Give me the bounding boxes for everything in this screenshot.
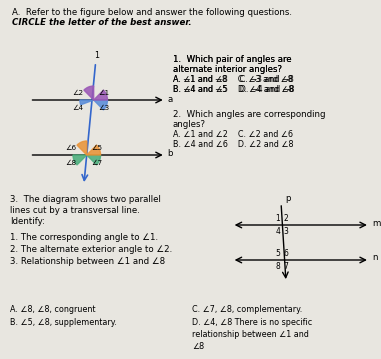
Text: ∠7: ∠7 xyxy=(91,160,102,166)
Text: 4: 4 xyxy=(275,227,280,236)
Text: A. ∠8, ∠8, congruent: A. ∠8, ∠8, congruent xyxy=(10,305,95,314)
Text: 7: 7 xyxy=(283,262,288,271)
Text: 6: 6 xyxy=(283,249,288,258)
Text: B. ⇁4 and ⇁5     D. ⇁4 and ⇁8: B. ⇁4 and ⇁5 D. ⇁4 and ⇁8 xyxy=(173,85,294,94)
Text: ∠1: ∠1 xyxy=(98,90,109,96)
Text: C. ∠7, ∠8, complementary.: C. ∠7, ∠8, complementary. xyxy=(192,305,303,314)
Text: ∠5: ∠5 xyxy=(91,145,102,151)
Text: CIRCLE the letter of the best answer.: CIRCLE the letter of the best answer. xyxy=(12,18,192,27)
Text: ∠8: ∠8 xyxy=(66,160,77,166)
Wedge shape xyxy=(87,145,101,155)
Text: ∠2: ∠2 xyxy=(72,90,83,96)
Text: 3.  The diagram shows two parallel: 3. The diagram shows two parallel xyxy=(10,195,161,204)
Text: 1. The corresponding angle to ∠1.: 1. The corresponding angle to ∠1. xyxy=(10,233,158,242)
Text: B. ∠5, ∠8, supplementary.: B. ∠5, ∠8, supplementary. xyxy=(10,318,117,327)
Text: Identify:: Identify: xyxy=(10,217,45,226)
Wedge shape xyxy=(77,141,87,155)
Text: ∠6: ∠6 xyxy=(66,145,77,151)
Text: 8: 8 xyxy=(275,262,280,271)
Text: 3. Relationship between ∠1 and ∠8: 3. Relationship between ∠1 and ∠8 xyxy=(10,257,165,266)
Text: angles?: angles? xyxy=(173,120,206,129)
Text: alternate interior angles?: alternate interior angles? xyxy=(173,65,282,74)
Text: 1.  Which pair of angles are: 1. Which pair of angles are xyxy=(173,55,291,64)
Text: 1.  Which pair of angles are: 1. Which pair of angles are xyxy=(173,55,291,64)
Text: B. ∠4 and ∠6    D. ∠2 and ∠8: B. ∠4 and ∠6 D. ∠2 and ∠8 xyxy=(173,140,293,149)
Text: ∠3: ∠3 xyxy=(98,105,109,111)
Text: n: n xyxy=(372,253,377,262)
Text: D. ∠4, ∠8 There is no specific: D. ∠4, ∠8 There is no specific xyxy=(192,318,312,327)
Wedge shape xyxy=(84,86,94,100)
Text: A. ∠1 and ∠2    C. ∠2 and ∠6: A. ∠1 and ∠2 C. ∠2 and ∠6 xyxy=(173,130,293,139)
Text: 2: 2 xyxy=(283,214,288,223)
Text: 1: 1 xyxy=(275,214,280,223)
Wedge shape xyxy=(80,100,94,105)
Wedge shape xyxy=(94,90,107,100)
Text: p: p xyxy=(285,194,290,203)
Text: 2. The alternate exterior angle to ∠2.: 2. The alternate exterior angle to ∠2. xyxy=(10,245,172,254)
Text: ∠8: ∠8 xyxy=(192,342,205,351)
Text: a: a xyxy=(168,94,173,103)
Text: alternate interior angles?: alternate interior angles? xyxy=(173,65,282,74)
Wedge shape xyxy=(73,155,87,165)
Text: A.  Refer to the figure below and answer the following questions.: A. Refer to the figure below and answer … xyxy=(12,8,292,17)
Text: 2.  Which angles are corresponding: 2. Which angles are corresponding xyxy=(173,110,325,119)
Text: ∠4: ∠4 xyxy=(72,105,83,111)
Text: 5: 5 xyxy=(275,249,280,258)
Text: 3: 3 xyxy=(283,227,288,236)
Text: m: m xyxy=(372,219,380,228)
Wedge shape xyxy=(87,155,101,165)
Wedge shape xyxy=(94,100,107,110)
Text: A. ⇁1 and ⇁8     C. ⇁3 and ⇁8: A. ⇁1 and ⇁8 C. ⇁3 and ⇁8 xyxy=(173,75,293,84)
Text: A. ∠1 and ∠8    C. ∠3 and ∠8: A. ∠1 and ∠8 C. ∠3 and ∠8 xyxy=(173,75,292,84)
Text: B. ∠4 and ∠5    D. ∠4 and ∠8: B. ∠4 and ∠5 D. ∠4 and ∠8 xyxy=(173,85,293,94)
Text: 1: 1 xyxy=(94,51,99,60)
Text: relationship between ∠1 and: relationship between ∠1 and xyxy=(192,330,309,339)
Text: lines cut by a transversal line.: lines cut by a transversal line. xyxy=(10,206,140,215)
Text: b: b xyxy=(168,149,173,159)
